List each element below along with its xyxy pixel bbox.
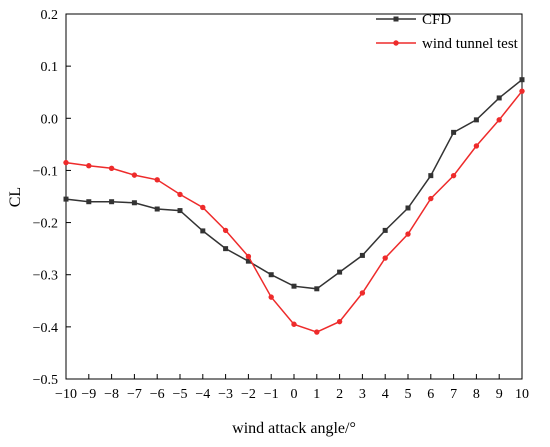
data-point [314, 286, 320, 292]
y-tick-label: 0.0 [41, 112, 59, 127]
data-point [405, 231, 411, 237]
data-point [450, 172, 457, 179]
data-point [428, 173, 434, 179]
data-point [428, 195, 434, 202]
data-point [131, 200, 137, 206]
series-line [65, 90, 523, 333]
data-point [268, 294, 274, 300]
data-point [291, 283, 297, 289]
data-point [154, 206, 160, 212]
x-tick-label: −9 [81, 387, 96, 402]
y-tick-label: −0.2 [33, 217, 58, 232]
data-point [359, 290, 366, 296]
x-tick-label: 8 [473, 387, 480, 402]
y-axis-title: CL [7, 187, 24, 207]
data-point [336, 318, 343, 325]
y-axis-ticks: −0.5 −0.4 −0.3 −0.2 −0.1 0.0 0.1 0.2 [33, 8, 71, 388]
data-point [108, 165, 115, 172]
x-tick-label: 0 [291, 387, 298, 402]
x-tick-label: 4 [382, 387, 389, 402]
data-point [131, 172, 138, 178]
y-tick-label: −0.1 [33, 164, 58, 179]
y-tick-label: 0.2 [41, 8, 59, 23]
data-point [359, 252, 365, 258]
x-tick-label: −1 [264, 387, 279, 402]
x-tick-label: −10 [55, 387, 77, 402]
legend-label: CFD [422, 12, 451, 28]
legend-marker [393, 40, 399, 46]
data-point [451, 129, 457, 135]
data-point [291, 321, 297, 327]
x-tick-label: −4 [195, 387, 210, 402]
series-2 [63, 88, 525, 335]
x-axis-ticks: −10 −9 −8 −7 −6 −5 −4 −3 −2 −1 0 1 2 3 4 5 6 7 8 9 10 [55, 374, 529, 402]
x-tick-label: 1 [313, 387, 320, 402]
y-tick-label: −0.4 [33, 321, 58, 336]
x-tick-label: 7 [450, 387, 457, 402]
x-tick-label: −8 [104, 387, 119, 402]
y-tick-label: 0.1 [41, 60, 59, 75]
x-tick-label: −7 [127, 387, 142, 402]
data-point [405, 205, 411, 211]
data-point [382, 255, 388, 261]
data-point [222, 227, 229, 234]
data-point [200, 204, 206, 211]
data-point [245, 258, 251, 264]
series-line [65, 79, 523, 290]
x-tick-label: 9 [496, 387, 503, 402]
x-tick-label: −6 [150, 387, 165, 402]
data-point [63, 196, 69, 202]
data-point [223, 246, 229, 252]
data-point [245, 253, 252, 260]
data-point [519, 77, 525, 83]
legend-marker [393, 16, 399, 22]
legend: CFD wind tunnel test [376, 12, 519, 52]
data-point [496, 95, 502, 101]
data-point [473, 143, 480, 149]
data-point [519, 88, 525, 94]
data-point [154, 177, 160, 183]
x-tick-label: −5 [173, 387, 188, 402]
data-point [177, 191, 183, 198]
data-point [473, 117, 479, 123]
data-point [382, 227, 388, 233]
series-1 [63, 77, 525, 292]
legend-label: wind tunnel test [422, 36, 519, 52]
x-tick-label: 6 [427, 387, 434, 402]
x-axis-title: wind attack angle/° [232, 420, 356, 437]
data-point [86, 163, 92, 169]
y-tick-label: −0.5 [33, 373, 58, 388]
data-point [63, 159, 69, 166]
data-point [337, 269, 343, 275]
data-point [177, 208, 183, 214]
x-tick-label: 5 [405, 387, 412, 402]
x-tick-label: −3 [218, 387, 233, 402]
data-point [200, 228, 206, 234]
data-point [496, 117, 502, 123]
data-point [109, 199, 115, 205]
series-layer [63, 77, 525, 335]
data-point [268, 272, 274, 278]
x-tick-label: 10 [515, 387, 529, 402]
x-tick-label: −2 [241, 387, 256, 402]
x-tick-label: 2 [336, 387, 343, 402]
y-tick-label: −0.3 [33, 269, 58, 284]
data-point [314, 329, 320, 335]
data-point [86, 199, 92, 205]
x-tick-label: 3 [359, 387, 366, 402]
